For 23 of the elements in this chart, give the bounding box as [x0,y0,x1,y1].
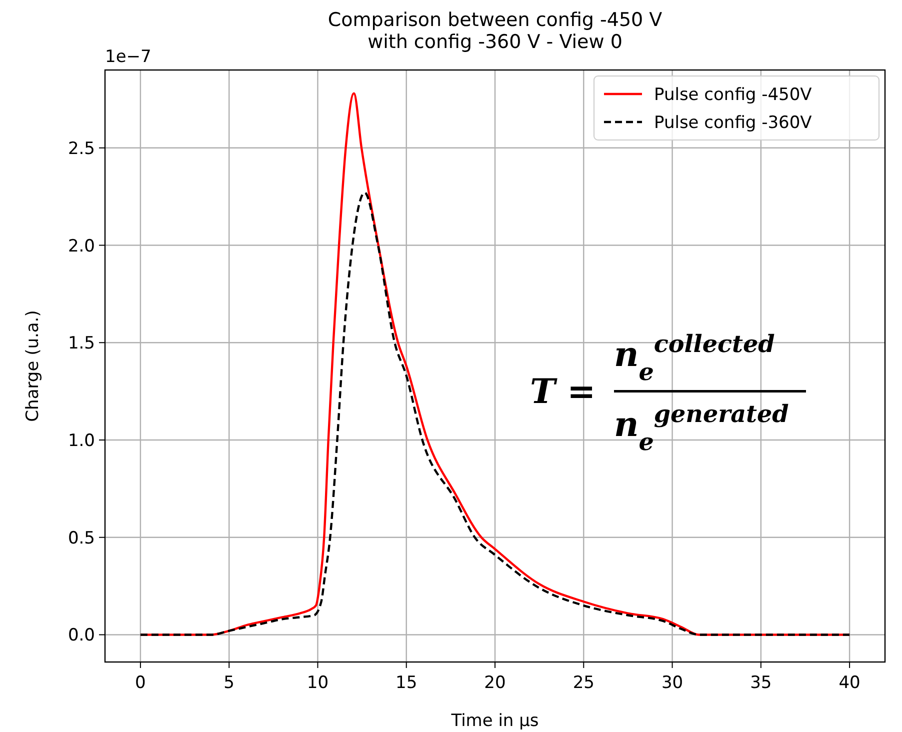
x-tick-label: 5 [224,673,235,693]
x-tick-label: 15 [396,673,418,693]
y-tick-label: 1.0 [68,431,95,451]
x-tick-label: 0 [135,673,146,693]
y-tick-label: 2.5 [68,138,95,159]
y-tick-label: 0.5 [68,528,95,548]
legend-label: Pulse config -360V [654,113,812,133]
x-tick-label: 20 [484,673,506,693]
text: 1e−7 [105,47,152,67]
chart-title: Comparison between config -450 V with config -360 V - View 0 [328,9,662,53]
x-tick-label: 40 [838,673,860,693]
line-series [139,192,851,636]
y-tick-label: 2.0 [68,236,95,256]
x-tick-label: 10 [306,673,329,693]
x-axis-title: Time in μs [450,711,539,731]
y-tick-label: 1.5 [68,334,95,354]
x-tick-label: 25 [572,673,594,693]
y-tick-label: 0.0 [68,626,95,646]
x-tick-label: 35 [750,673,772,693]
x-tick-label: 30 [661,673,684,693]
annotation: T = [530,372,596,412]
legend-label: Pulse config -450V [654,85,812,105]
y-axis-title: Charge (u.a.) [23,310,43,422]
